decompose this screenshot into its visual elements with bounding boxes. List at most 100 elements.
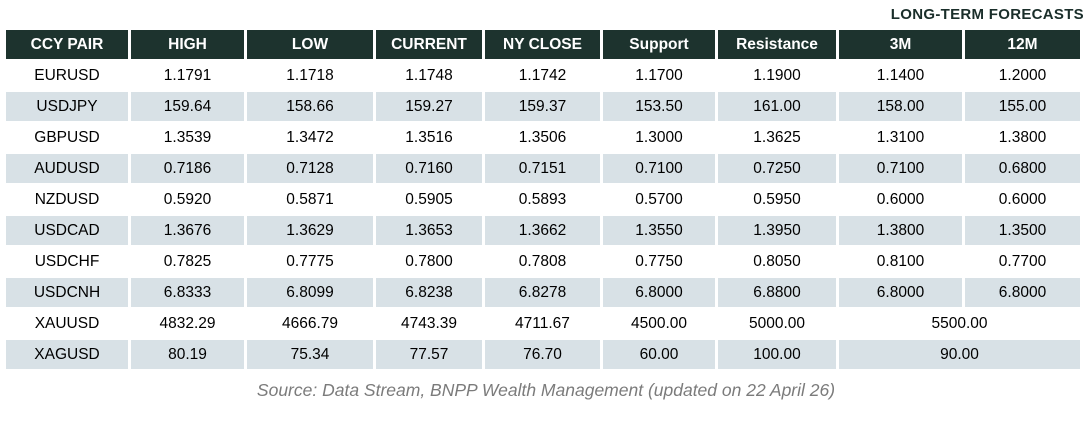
value-cell-support: 1.3000 (603, 123, 715, 152)
value-cell-12m: 1.2000 (965, 61, 1080, 90)
value-cell-3m: 0.6000 (839, 185, 962, 214)
value-cell-support: 0.7100 (603, 154, 715, 183)
value-cell-low: 158.66 (247, 92, 373, 121)
pair-cell: GBPUSD (6, 123, 128, 152)
value-cell-high: 1.3676 (131, 216, 244, 245)
value-cell-support: 6.8000 (603, 278, 715, 307)
value-cell-resistance: 0.7250 (718, 154, 836, 183)
value-cell-resistance: 1.1900 (718, 61, 836, 90)
value-cell-current: 77.57 (376, 340, 482, 369)
value-cell-low: 0.7128 (247, 154, 373, 183)
value-cell-resistance: 161.00 (718, 92, 836, 121)
value-cell-ny-close: 159.37 (485, 92, 600, 121)
pair-cell: EURUSD (6, 61, 128, 90)
value-cell-12m: 1.3800 (965, 123, 1080, 152)
value-cell-3m: 0.7100 (839, 154, 962, 183)
value-cell-3m: 6.8000 (839, 278, 962, 307)
pair-cell: USDCHF (6, 247, 128, 276)
value-cell-ny-close: 1.3662 (485, 216, 600, 245)
column-header-3m: 3M (839, 30, 962, 59)
table-row-usdjpy: USDJPY 159.64 158.66 159.27 159.37 153.50 161.… (6, 92, 1080, 121)
column-header-low: LOW (247, 30, 373, 59)
value-cell-high: 1.3539 (131, 123, 244, 152)
pair-cell: XAGUSD (6, 340, 128, 369)
table-row-usdcnh: USDCNH 6.8333 6.8099 6.8238 6.8278 6.8000 6.88… (6, 278, 1080, 307)
value-cell-current: 159.27 (376, 92, 482, 121)
table-row-usdcad: USDCAD 1.3676 1.3629 1.3653 1.3662 1.3550 1.39… (6, 216, 1080, 245)
column-header-ccy-pair: CCY PAIR (6, 30, 128, 59)
table-row-xagusd: XAGUSD 80.19 75.34 77.57 76.70 60.00 100.00 90.… (6, 340, 1080, 369)
table-row-usdchf: USDCHF 0.7825 0.7775 0.7800 0.7808 0.7750 0.80… (6, 247, 1080, 276)
pair-cell: USDJPY (6, 92, 128, 121)
fx-forecast-table: CCY PAIR HIGH LOW CURRENT NY CLOSE Support Res… (3, 28, 1083, 371)
value-cell-12m: 155.00 (965, 92, 1080, 121)
value-cell-ny-close: 0.7151 (485, 154, 600, 183)
column-header-support: Support (603, 30, 715, 59)
table-row-gbpusd: GBPUSD 1.3539 1.3472 1.3516 1.3506 1.3000 1.36… (6, 123, 1080, 152)
value-cell-support: 153.50 (603, 92, 715, 121)
value-cell-low: 0.7775 (247, 247, 373, 276)
value-cell-resistance: 5000.00 (718, 309, 836, 338)
value-cell-resistance: 0.5950 (718, 185, 836, 214)
table-body: EURUSD 1.1791 1.1718 1.1748 1.1742 1.1700 1.19… (6, 61, 1080, 369)
table-header-row: CCY PAIR HIGH LOW CURRENT NY CLOSE Support Res… (6, 30, 1080, 59)
value-cell-3m: 158.00 (839, 92, 962, 121)
value-cell-current: 4743.39 (376, 309, 482, 338)
value-cell-current: 0.7800 (376, 247, 482, 276)
value-cell-high: 0.7186 (131, 154, 244, 183)
value-cell-ny-close: 0.5893 (485, 185, 600, 214)
column-header-ny-close: NY CLOSE (485, 30, 600, 59)
value-cell-3m: 1.3800 (839, 216, 962, 245)
value-cell-current: 1.1748 (376, 61, 482, 90)
value-cell-high: 159.64 (131, 92, 244, 121)
value-cell-long-term-merged: 90.00 (839, 340, 1080, 369)
value-cell-ny-close: 1.3506 (485, 123, 600, 152)
pair-cell: USDCNH (6, 278, 128, 307)
value-cell-support: 1.1700 (603, 61, 715, 90)
value-cell-long-term-merged: 5500.00 (839, 309, 1080, 338)
table-row-eurusd: EURUSD 1.1791 1.1718 1.1748 1.1742 1.1700 1.19… (6, 61, 1080, 90)
value-cell-current: 0.5905 (376, 185, 482, 214)
value-cell-12m: 1.3500 (965, 216, 1080, 245)
value-cell-12m: 6.8000 (965, 278, 1080, 307)
value-cell-ny-close: 76.70 (485, 340, 600, 369)
value-cell-resistance: 6.8800 (718, 278, 836, 307)
value-cell-current: 6.8238 (376, 278, 482, 307)
value-cell-current: 1.3653 (376, 216, 482, 245)
value-cell-ny-close: 6.8278 (485, 278, 600, 307)
value-cell-resistance: 1.3950 (718, 216, 836, 245)
pair-cell: AUDUSD (6, 154, 128, 183)
value-cell-support: 1.3550 (603, 216, 715, 245)
value-cell-high: 0.7825 (131, 247, 244, 276)
column-header-current: CURRENT (376, 30, 482, 59)
value-cell-3m: 0.8100 (839, 247, 962, 276)
value-cell-ny-close: 4711.67 (485, 309, 600, 338)
value-cell-ny-close: 0.7808 (485, 247, 600, 276)
value-cell-high: 80.19 (131, 340, 244, 369)
value-cell-current: 0.7160 (376, 154, 482, 183)
value-cell-12m: 0.6800 (965, 154, 1080, 183)
table-row-audusd: AUDUSD 0.7186 0.7128 0.7160 0.7151 0.7100 0.72… (6, 154, 1080, 183)
value-cell-high: 0.5920 (131, 185, 244, 214)
value-cell-low: 75.34 (247, 340, 373, 369)
value-cell-resistance: 1.3625 (718, 123, 836, 152)
value-cell-3m: 1.3100 (839, 123, 962, 152)
column-header-high: HIGH (131, 30, 244, 59)
value-cell-low: 0.5871 (247, 185, 373, 214)
value-cell-low: 1.1718 (247, 61, 373, 90)
table-row-xauusd: XAUUSD 4832.29 4666.79 4743.39 4711.67 4500.0… (6, 309, 1080, 338)
column-header-resistance: Resistance (718, 30, 836, 59)
source-note: Source: Data Stream, BNPP Wealth Managem… (256, 380, 836, 400)
value-cell-low: 6.8099 (247, 278, 373, 307)
value-cell-high: 6.8333 (131, 278, 244, 307)
value-cell-low: 1.3472 (247, 123, 373, 152)
value-cell-low: 4666.79 (247, 309, 373, 338)
value-cell-support: 0.5700 (603, 185, 715, 214)
value-cell-3m: 1.1400 (839, 61, 962, 90)
value-cell-support: 60.00 (603, 340, 715, 369)
pair-cell: XAUUSD (6, 309, 128, 338)
pair-cell: NZDUSD (6, 185, 128, 214)
value-cell-support: 4500.00 (603, 309, 715, 338)
value-cell-ny-close: 1.1742 (485, 61, 600, 90)
